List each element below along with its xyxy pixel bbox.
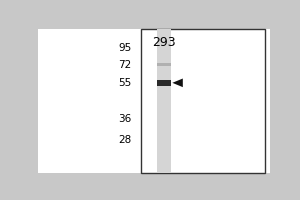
Text: 95: 95 xyxy=(118,43,132,53)
Text: 293: 293 xyxy=(152,36,176,49)
Bar xyxy=(157,80,171,86)
Text: 72: 72 xyxy=(118,60,132,70)
Bar xyxy=(141,29,265,173)
Polygon shape xyxy=(172,79,183,87)
Bar xyxy=(157,63,171,66)
Text: 36: 36 xyxy=(118,114,132,124)
Text: 55: 55 xyxy=(118,78,132,88)
Bar xyxy=(157,29,171,173)
Text: 28: 28 xyxy=(118,135,132,145)
